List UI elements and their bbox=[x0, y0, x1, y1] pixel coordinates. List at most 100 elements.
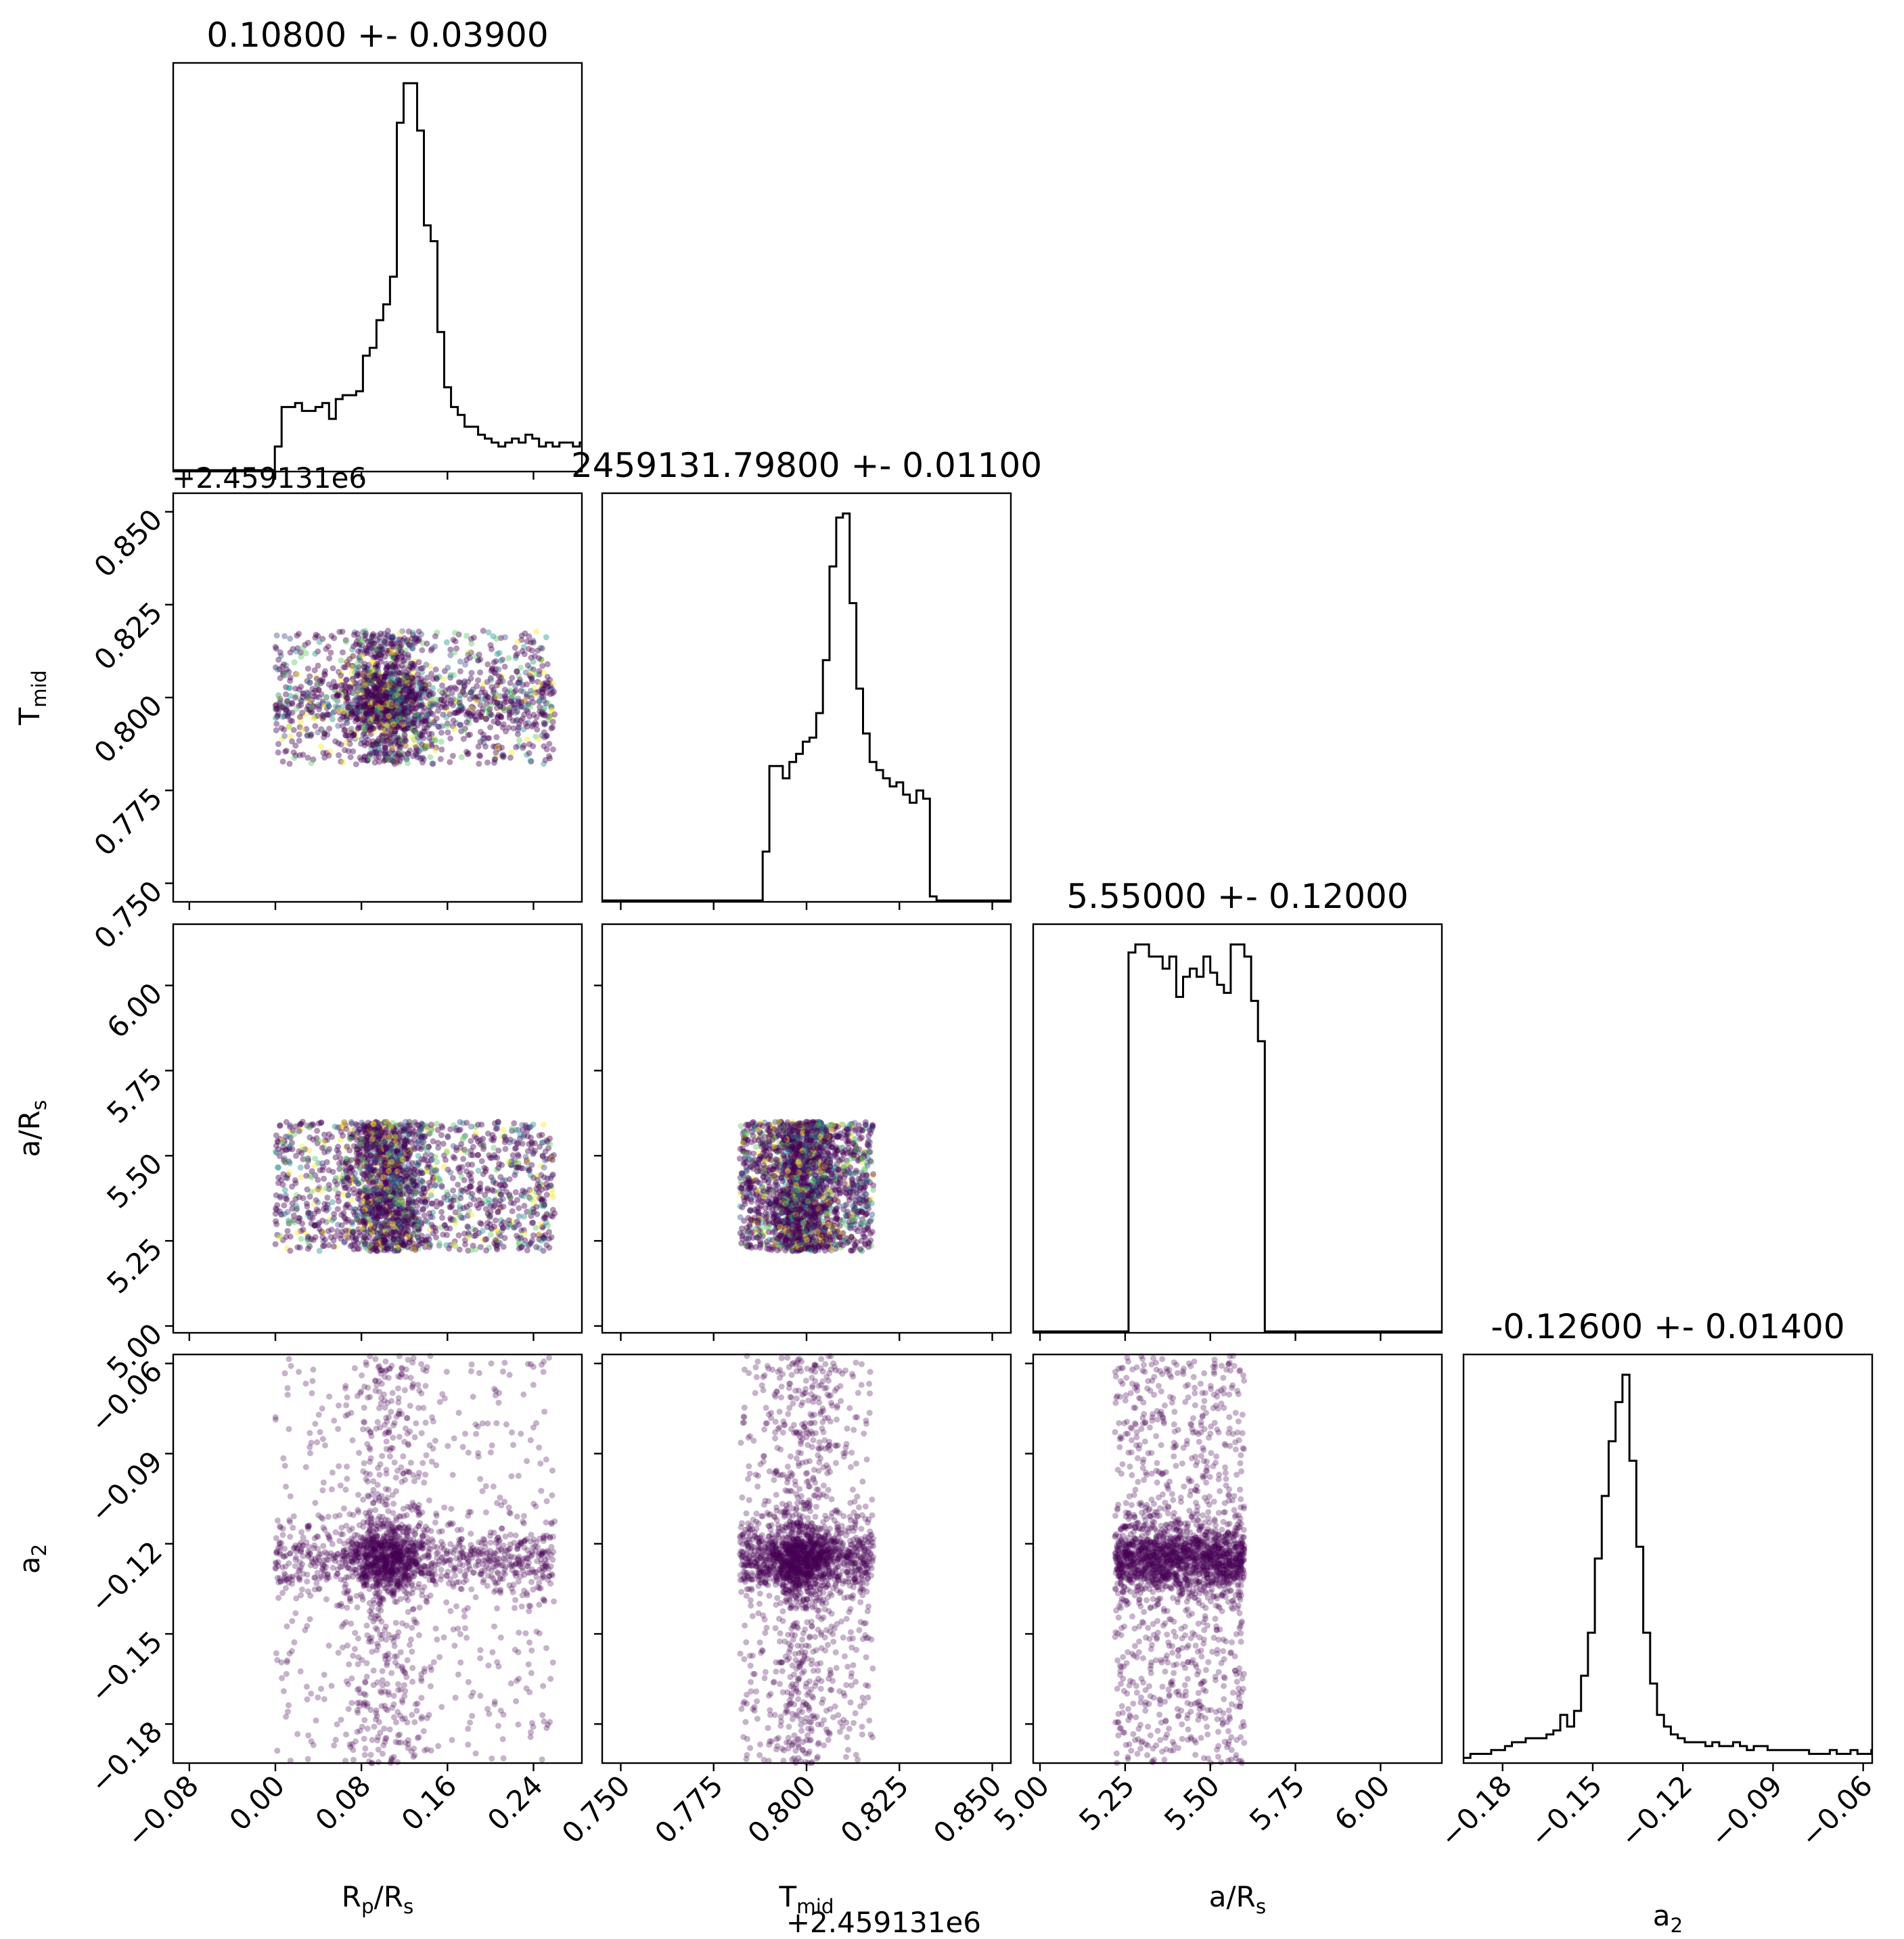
scatter-point bbox=[276, 1234, 283, 1241]
scatter-point bbox=[437, 756, 444, 762]
scatter-point bbox=[413, 1223, 420, 1230]
scatter-point bbox=[373, 689, 380, 695]
scatter-point bbox=[463, 633, 470, 639]
scatter-point bbox=[383, 1126, 390, 1133]
scatter-point bbox=[547, 1141, 553, 1147]
scatter-point bbox=[457, 668, 463, 675]
scatter-point bbox=[316, 639, 323, 645]
scatter-point bbox=[287, 677, 294, 684]
scatter-point bbox=[304, 733, 311, 739]
scatter-point bbox=[413, 1179, 420, 1185]
scatter-point bbox=[470, 635, 477, 641]
scatter-point bbox=[479, 685, 486, 692]
scatter-point bbox=[370, 1121, 377, 1127]
scatter-point bbox=[504, 689, 511, 695]
scatter-point bbox=[432, 643, 438, 650]
scatter-point bbox=[361, 717, 368, 724]
scatter-point bbox=[394, 735, 401, 742]
scatter-point bbox=[334, 693, 341, 700]
scatter-point bbox=[405, 1244, 411, 1250]
scatter-point bbox=[400, 658, 406, 664]
scatter-point bbox=[429, 1200, 436, 1207]
scatter-point bbox=[363, 695, 369, 702]
scatter-point bbox=[361, 742, 368, 749]
scatter-point bbox=[486, 1152, 493, 1159]
scatter-point bbox=[482, 1168, 489, 1175]
scatter-point bbox=[287, 717, 294, 724]
scatter-point bbox=[491, 687, 497, 693]
scatter-point bbox=[388, 1141, 395, 1148]
scatter-point bbox=[385, 698, 392, 704]
scatter-point bbox=[394, 733, 401, 739]
scatter-point bbox=[530, 1232, 537, 1239]
scatter-point bbox=[433, 715, 440, 722]
scatter-point bbox=[356, 654, 363, 660]
scatter-point bbox=[321, 1175, 327, 1182]
scatter-point bbox=[361, 675, 367, 682]
scatter-point bbox=[419, 1178, 426, 1185]
scatter-point bbox=[403, 725, 410, 732]
scatter-point bbox=[411, 661, 417, 668]
scatter-point bbox=[373, 718, 380, 725]
scatter-point bbox=[433, 674, 440, 681]
scatter-point bbox=[544, 661, 551, 668]
scatter-point bbox=[494, 651, 501, 658]
scatter-point bbox=[475, 693, 481, 700]
scatter-point bbox=[309, 1174, 315, 1181]
scatter-point bbox=[307, 679, 313, 686]
scatter-point bbox=[314, 1127, 321, 1134]
scatter-point bbox=[512, 1223, 519, 1230]
scatter-point bbox=[536, 1231, 543, 1237]
scatter-point bbox=[551, 711, 558, 718]
scatter-point bbox=[462, 725, 468, 732]
scatter-point bbox=[312, 687, 319, 694]
scatter-point bbox=[344, 1232, 350, 1239]
scatter-point bbox=[279, 758, 286, 765]
scatter-point bbox=[396, 758, 403, 765]
scatter-point bbox=[530, 1219, 537, 1226]
scatter-point bbox=[340, 1191, 346, 1198]
scatter-point bbox=[507, 1160, 514, 1166]
scatter-point bbox=[449, 1174, 456, 1181]
scatter-point bbox=[396, 1177, 403, 1184]
scatter-point bbox=[423, 1202, 430, 1209]
scatter-point bbox=[484, 694, 491, 701]
scatter-point bbox=[473, 1135, 480, 1141]
scatter-point bbox=[403, 639, 410, 645]
scatter-point bbox=[401, 735, 408, 742]
scatter-point bbox=[367, 1242, 373, 1249]
scatter-point bbox=[338, 672, 344, 679]
scatter-point bbox=[323, 694, 330, 701]
scatter-point bbox=[468, 1179, 475, 1185]
scatter-point bbox=[273, 1132, 279, 1139]
scatter-point bbox=[335, 691, 342, 698]
scatter-point bbox=[438, 1184, 445, 1191]
scatter-point bbox=[431, 721, 438, 727]
scatter-point bbox=[512, 683, 519, 689]
scatter-point bbox=[281, 713, 288, 720]
scatter-point bbox=[338, 1128, 344, 1135]
scatter-point bbox=[398, 703, 404, 710]
scatter-point bbox=[433, 675, 440, 682]
scatter-point bbox=[465, 1189, 472, 1195]
scatter-point bbox=[384, 640, 390, 647]
scatter-point bbox=[530, 1174, 537, 1181]
scatter-point bbox=[543, 684, 550, 691]
scatter-point bbox=[511, 1120, 518, 1126]
scatter-point bbox=[448, 700, 454, 706]
scatter-point bbox=[518, 637, 525, 643]
scatter-point bbox=[509, 1208, 516, 1214]
scatter-point bbox=[540, 1121, 547, 1128]
scatter-point bbox=[367, 721, 374, 728]
scatter-point bbox=[315, 1120, 322, 1127]
scatter-point bbox=[463, 1204, 470, 1210]
scatter-point bbox=[482, 716, 489, 723]
scatter-point bbox=[378, 710, 385, 717]
scatter-point bbox=[486, 712, 493, 719]
scatter-point bbox=[298, 1149, 305, 1156]
scatter-point bbox=[509, 1125, 515, 1132]
scatter-point bbox=[373, 740, 380, 747]
scatter-point bbox=[424, 743, 431, 750]
scatter-point bbox=[397, 1183, 404, 1190]
scatter-point bbox=[463, 748, 470, 755]
